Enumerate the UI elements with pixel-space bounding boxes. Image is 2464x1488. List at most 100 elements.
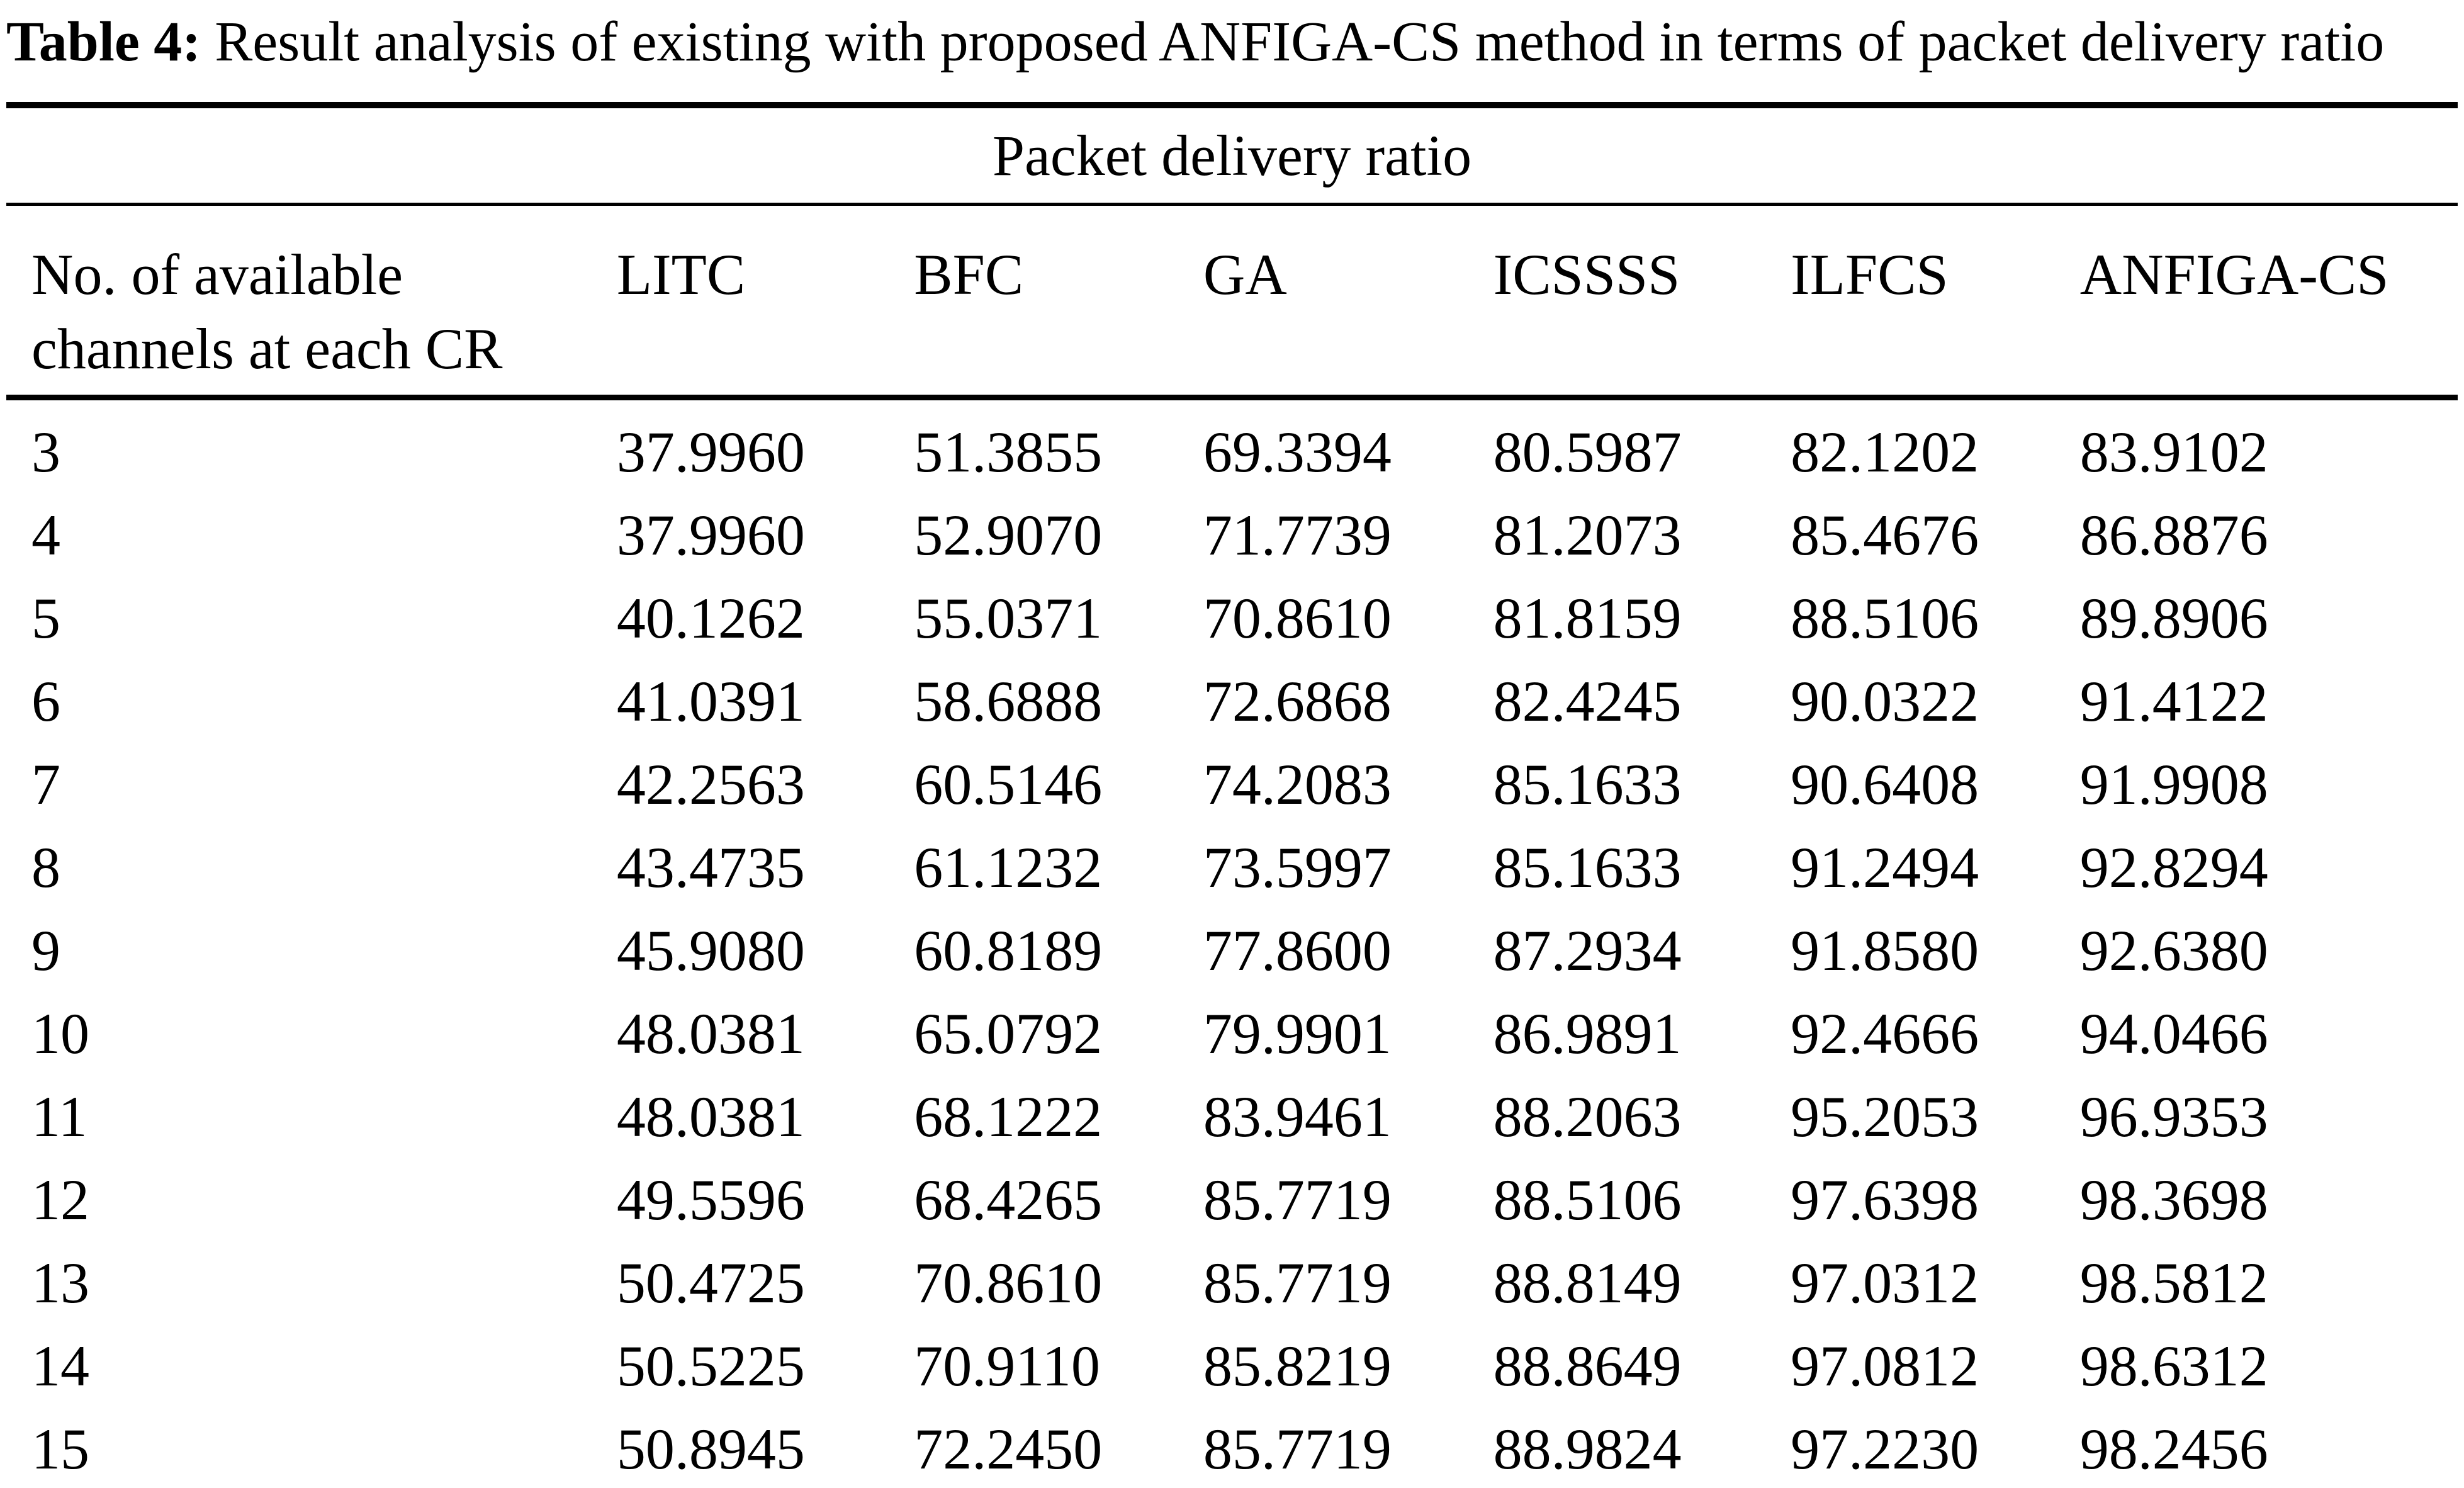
table-cell: 85.4676 <box>1791 503 1979 567</box>
table-cell: 90.0322 <box>1791 669 1979 733</box>
table-cell: 95.2053 <box>1791 1085 1979 1149</box>
table-row: 9 45.9080 60.8189 77.8600 87.2934 91.8580 92.6… <box>6 909 2458 992</box>
table-cell: 94.0466 <box>2079 1001 2268 1066</box>
table-cell: 83.9461 <box>1203 1085 1392 1149</box>
table-cell: 91.4122 <box>2079 669 2268 733</box>
row-channels-value: 5 <box>31 586 60 650</box>
table-cell: 71.7739 <box>1203 503 1392 567</box>
span-header-row: Packet delivery ratio <box>6 102 2458 206</box>
table-cell: 52.9070 <box>914 503 1103 567</box>
table-cell: 83.9102 <box>2079 420 2268 484</box>
table-cell: 92.4666 <box>1791 1001 1979 1066</box>
table-cell: 88.5106 <box>1493 1168 1682 1232</box>
row-channels-value: 11 <box>31 1085 87 1149</box>
table-cell: 85.7719 <box>1203 1417 1392 1481</box>
table-cell: 45.9080 <box>616 918 805 983</box>
col-header-channels: No. of available channels at each CR <box>6 204 617 400</box>
table-cell: 42.2563 <box>616 752 805 816</box>
col-header-ga: GA <box>1203 204 1494 400</box>
table-cell: 85.7719 <box>1203 1251 1392 1315</box>
table-cell: 97.2230 <box>1791 1417 1979 1481</box>
table-row: 10 48.0381 65.0792 79.9901 86.9891 92.4666 94.… <box>6 992 2458 1075</box>
table-row: 3 37.9960 51.3855 69.3394 80.5987 82.1202 83.9… <box>6 398 2458 494</box>
table-cell: 88.9824 <box>1493 1417 1682 1481</box>
table-caption-label: Table 4: <box>6 11 201 73</box>
table-cell: 96.9353 <box>2079 1085 2268 1149</box>
table-cell: 73.5997 <box>1203 835 1392 899</box>
table-cell: 60.8189 <box>914 918 1103 983</box>
table-cell: 50.5225 <box>616 1334 805 1398</box>
table-cell: 92.8294 <box>2079 835 2268 899</box>
table-row: 11 48.0381 68.1222 83.9461 88.2063 95.2053 96.… <box>6 1075 2458 1158</box>
table-row: 12 49.5596 68.4265 85.7719 88.5106 97.6398 98.… <box>6 1158 2458 1241</box>
table-row: 4 37.9960 52.9070 71.7739 81.2073 85.4676 86.8… <box>6 493 2458 577</box>
col-header-ilfcs: ILFCS <box>1791 204 2080 400</box>
table-cell: 80.5987 <box>1493 420 1682 484</box>
table-caption-text: Result analysis of existing with propose… <box>215 11 2385 73</box>
table-cell: 88.2063 <box>1493 1085 1682 1149</box>
table-cell: 72.2450 <box>914 1417 1103 1481</box>
table-cell: 43.4735 <box>616 835 805 899</box>
table-cell: 37.9960 <box>616 503 805 567</box>
table-cell: 37.9960 <box>616 420 805 484</box>
row-channels-value: 6 <box>31 669 60 733</box>
table-cell: 97.0312 <box>1791 1251 1979 1315</box>
table-cell: 91.2494 <box>1791 835 1979 899</box>
packet-delivery-ratio-table: Packet delivery ratio No. of available c… <box>6 102 2458 1488</box>
table-cell: 61.1232 <box>914 835 1103 899</box>
table-cell: 85.1633 <box>1493 752 1682 816</box>
table-cell: 70.8610 <box>1203 586 1392 650</box>
col-header-litc: LITC <box>616 204 914 400</box>
table-cell: 97.0812 <box>1791 1334 1979 1398</box>
table-cell: 87.2934 <box>1493 918 1682 983</box>
table-cell: 90.6408 <box>1791 752 1979 816</box>
table-cell: 86.9891 <box>1493 1001 1682 1066</box>
table-cell: 91.8580 <box>1791 918 1979 983</box>
table-cell: 86.8876 <box>2079 503 2268 567</box>
col-header-bfc: BFC <box>914 204 1203 400</box>
table-caption: Table 4: Result analysis of existing with… <box>6 5 2458 79</box>
table-row: 8 43.4735 61.1232 73.5997 85.1633 91.2494 92.8… <box>6 826 2458 909</box>
row-channels-value: 4 <box>31 503 60 567</box>
table-cell: 89.8906 <box>2079 586 2268 650</box>
table-cell: 74.2083 <box>1203 752 1392 816</box>
span-header: Packet delivery ratio <box>6 102 2458 206</box>
table-cell: 85.7719 <box>1203 1168 1392 1232</box>
table-cell: 65.0792 <box>914 1001 1103 1066</box>
table-cell: 60.5146 <box>914 752 1103 816</box>
table-body: 3 37.9960 51.3855 69.3394 80.5987 82.1202 83.9… <box>6 398 2458 1488</box>
table-cell: 49.5596 <box>616 1168 805 1232</box>
row-channels-value: 3 <box>31 420 60 484</box>
table-row: 5 40.1262 55.0371 70.8610 81.8159 88.5106 89.8… <box>6 577 2458 660</box>
table-row: 14 50.5225 70.9110 85.8219 88.8649 97.0812 98.… <box>6 1324 2458 1407</box>
table-cell: 92.6380 <box>2079 918 2268 983</box>
table-row: 15 50.8945 72.2450 85.7719 88.9824 97.2230 98.… <box>6 1407 2458 1488</box>
table-cell: 41.0391 <box>616 669 805 733</box>
row-channels-value: 14 <box>31 1334 89 1398</box>
table-cell: 40.1262 <box>616 586 805 650</box>
table-cell: 88.5106 <box>1791 586 1979 650</box>
table-cell: 48.0381 <box>616 1085 805 1149</box>
row-channels-value: 7 <box>31 752 60 816</box>
table-cell: 81.2073 <box>1493 503 1682 567</box>
table-cell: 88.8149 <box>1493 1251 1682 1315</box>
table-cell: 85.8219 <box>1203 1334 1392 1398</box>
column-header-row: No. of available channels at each CR LIT… <box>6 204 2458 400</box>
table-cell: 68.4265 <box>914 1168 1103 1232</box>
row-channels-value: 12 <box>31 1168 89 1232</box>
col-header-channels-line1: No. of available <box>31 242 403 307</box>
table-cell: 81.8159 <box>1493 586 1682 650</box>
table-cell: 48.0381 <box>616 1001 805 1066</box>
table-cell: 98.6312 <box>2079 1334 2268 1398</box>
table-cell: 77.8600 <box>1203 918 1392 983</box>
table-cell: 69.3394 <box>1203 420 1392 484</box>
table-cell: 58.6888 <box>914 669 1103 733</box>
row-channels-value: 15 <box>31 1417 89 1481</box>
table-cell: 98.2456 <box>2079 1417 2268 1481</box>
table-cell: 70.8610 <box>914 1251 1103 1315</box>
table-cell: 68.1222 <box>914 1085 1103 1149</box>
col-header-channels-line2: channels at each CR <box>31 317 503 381</box>
table-cell: 51.3855 <box>914 420 1103 484</box>
table-cell: 70.9110 <box>914 1334 1100 1398</box>
